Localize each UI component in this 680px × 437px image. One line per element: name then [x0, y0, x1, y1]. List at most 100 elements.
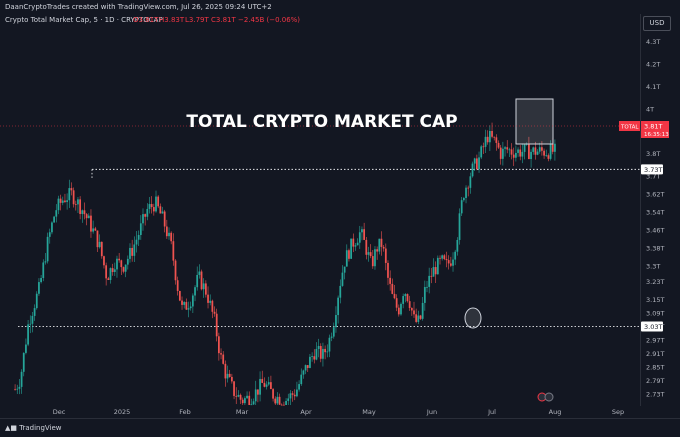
candle-body — [261, 378, 264, 383]
candle-body — [92, 228, 95, 232]
candle-body — [445, 258, 448, 261]
candle-body — [176, 280, 179, 291]
candle-body — [328, 337, 331, 352]
candle-body — [538, 147, 541, 152]
candles — [14, 122, 556, 406]
candle-body — [187, 308, 190, 310]
candle-body — [178, 290, 181, 301]
candle-body — [18, 386, 21, 389]
candle-body — [248, 395, 251, 405]
candle-body — [31, 315, 34, 324]
symbol-name[interactable]: Crypto Total Market Cap, 5 · 1D · CRYPTO… — [5, 16, 163, 24]
candle-body — [200, 271, 203, 290]
candle-body — [274, 398, 277, 404]
candle-body — [59, 198, 62, 203]
candle-body — [402, 296, 405, 304]
candle-body — [163, 211, 166, 227]
candle-body — [146, 208, 149, 217]
candle-body — [124, 264, 127, 272]
candle-body — [38, 282, 40, 294]
candle-body — [491, 130, 493, 137]
flag-icon[interactable] — [544, 392, 554, 402]
candle-body — [549, 144, 552, 159]
candle-body — [417, 315, 420, 322]
candle-body — [29, 323, 32, 325]
candle-body — [61, 200, 64, 203]
candle-body — [508, 149, 511, 151]
candle-body — [165, 226, 168, 237]
candle-body — [406, 294, 409, 302]
candle-body — [326, 351, 329, 353]
candle-body — [90, 215, 92, 232]
tradingview-logo-text: TradingView — [19, 424, 62, 432]
candle-body — [322, 348, 324, 359]
y-tick-label: 4.3T — [646, 38, 660, 46]
ohlc-change: −2.45B (−0.06%) — [238, 16, 301, 24]
candle-body — [454, 251, 457, 260]
candle-body — [241, 399, 244, 404]
candle-body — [397, 307, 400, 315]
candle-body — [142, 214, 144, 224]
candle-body — [118, 258, 121, 261]
candle-body — [504, 147, 506, 149]
candle-body — [313, 356, 316, 360]
candle-body — [352, 238, 355, 247]
candle-body — [532, 147, 535, 152]
candle-body — [387, 262, 389, 278]
candle-body — [185, 302, 188, 310]
candle-body — [172, 241, 175, 261]
flag-icons[interactable] — [537, 392, 554, 402]
candle-body — [480, 146, 483, 158]
y-tick-label: 2.79T — [646, 377, 664, 385]
candle-body — [202, 283, 205, 290]
candle-body — [79, 199, 82, 214]
candle-body — [469, 176, 472, 188]
candle-body — [369, 252, 372, 257]
candle-body — [452, 259, 454, 266]
candle-body — [35, 293, 38, 309]
candle-body — [393, 293, 396, 299]
candle-body — [270, 382, 272, 390]
y-tick-label: 2.97T — [646, 336, 664, 344]
level-price-label: 3.03T — [644, 323, 662, 331]
ohlc-open: O3.81T — [133, 16, 159, 24]
y-tick-label: 2.91T — [646, 350, 664, 358]
candle-body — [55, 210, 58, 217]
candle-body — [126, 258, 129, 265]
symbol-tag — [619, 121, 640, 131]
x-tick-label: Jun — [426, 408, 437, 416]
candle-body — [302, 370, 305, 375]
candle-body — [545, 155, 548, 157]
candle-body — [510, 149, 513, 155]
candle-body — [519, 149, 522, 157]
candle-body — [263, 382, 266, 387]
candle-body — [361, 229, 363, 233]
candle-body — [120, 260, 123, 268]
candle-body — [280, 404, 283, 406]
candle-body — [432, 267, 435, 277]
candle-body — [155, 196, 157, 212]
candle-body — [404, 294, 407, 297]
candle-body — [371, 256, 374, 267]
candle-body — [465, 187, 467, 198]
y-tick-label: 4T — [646, 105, 654, 113]
candle-body — [113, 269, 116, 273]
candle-body — [224, 363, 227, 379]
candle-body — [265, 384, 268, 387]
y-tick-label: 4.1T — [646, 83, 660, 91]
candle-body — [33, 308, 36, 316]
candle-body — [133, 244, 136, 256]
candle-body — [462, 197, 465, 201]
symbol-info-bar: Crypto Total Market Cap, 5 · 1D · CRYPTO… — [0, 14, 640, 26]
currency-button[interactable]: USD — [643, 16, 671, 31]
y-tick-label: 3.62T — [646, 191, 664, 199]
y-tick-label: 3.09T — [646, 309, 664, 317]
candle-body — [170, 232, 173, 242]
price-axis: 4.3T4.2T4.1T4T3.9T3.8T3.7T3.62T3.54T3.46… — [646, 38, 664, 398]
candle-body — [254, 389, 257, 402]
candle-body — [107, 278, 110, 280]
candle-body — [382, 246, 385, 249]
candle-body — [499, 147, 502, 159]
candle-body — [209, 300, 212, 303]
